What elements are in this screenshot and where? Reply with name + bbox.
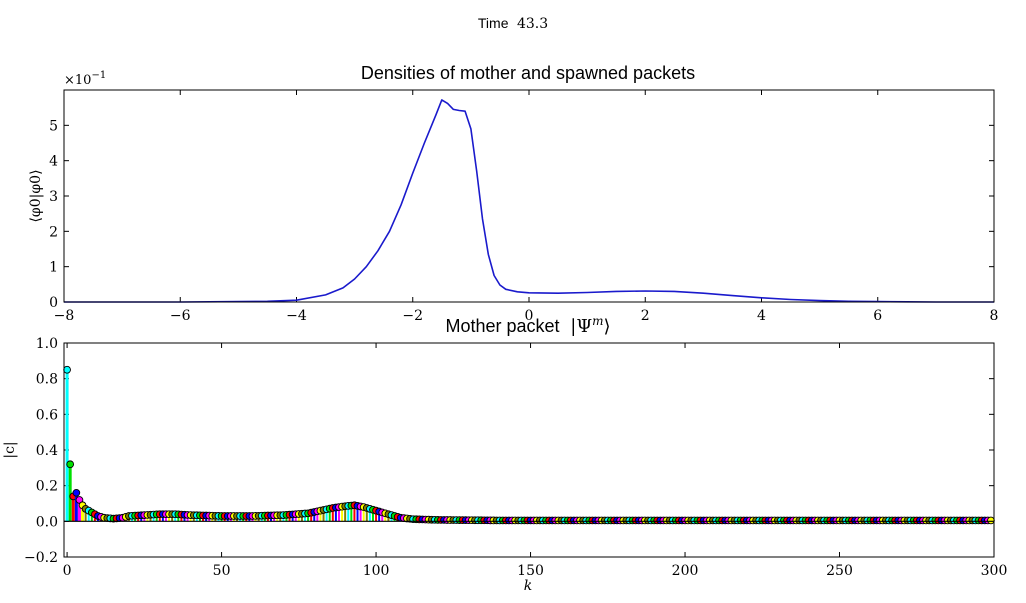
density-ytick-label: 5 bbox=[49, 118, 58, 134]
mother-packet-plot: 0 50 100 150 200 250 300 −0.2 0.0 0.2 0.4 0.6 0.8 1.0… bbox=[2, 314, 1007, 594]
density-xtick-label: −6 bbox=[170, 308, 191, 324]
density-xtick-label: 6 bbox=[873, 308, 882, 324]
coeff-xtick-label: 300 bbox=[981, 563, 1008, 579]
mother-packet-title-ket: |Ψ bbox=[570, 316, 592, 337]
multiplier-exponent: −1 bbox=[91, 70, 106, 81]
density-plot: Densities of mother and spawned packets … bbox=[28, 63, 998, 324]
density-xtick-label: −2 bbox=[402, 308, 423, 324]
coeff-xtick-label: 150 bbox=[517, 563, 544, 579]
density-xtick-label: 8 bbox=[990, 308, 999, 324]
suptitle-value: 43.3 bbox=[517, 16, 548, 32]
coeff-marker bbox=[72, 488, 81, 497]
density-xtick-label: −4 bbox=[286, 308, 307, 324]
coeff-marker bbox=[66, 460, 75, 469]
figure-suptitle: Time 43.3 bbox=[478, 15, 548, 32]
coeff-marker bbox=[63, 365, 71, 374]
density-ytick-label: 3 bbox=[49, 189, 58, 205]
density-xtick-label: −8 bbox=[54, 308, 75, 324]
density-plot-title: Densities of mother and spawned packets bbox=[361, 63, 695, 83]
mother-packet-plot-frame bbox=[63, 342, 995, 558]
coeff-ytick-label: 0.6 bbox=[36, 407, 58, 423]
coeff-ytick-label: 0.0 bbox=[36, 514, 58, 530]
coeff-ytick-label: 0.2 bbox=[36, 479, 58, 495]
coeff-marker bbox=[987, 516, 995, 525]
density-plot-frame bbox=[63, 89, 995, 303]
coeff-xtick-label: 250 bbox=[826, 563, 853, 579]
coeff-xtick-label: 200 bbox=[672, 563, 699, 579]
coeff-xtick-label: 100 bbox=[363, 563, 390, 579]
density-ytick-label: 1 bbox=[49, 260, 58, 276]
mother-packet-title: Mother packet |Ψm⟩ bbox=[445, 314, 610, 337]
multiplier-base: ×10 bbox=[64, 73, 91, 88]
density-ytick-label: 2 bbox=[49, 224, 58, 240]
coeff-ytick-label: 1.0 bbox=[36, 336, 58, 352]
coeff-ytick-label: −0.2 bbox=[24, 550, 58, 566]
density-xtick-label: 4 bbox=[757, 308, 766, 324]
coeff-xtick-label: 0 bbox=[63, 563, 72, 579]
mother-packet-ylabel: |c| bbox=[2, 441, 18, 458]
density-line bbox=[64, 99, 994, 303]
suptitle-prefix: Time bbox=[478, 15, 509, 31]
density-ytick-label: 4 bbox=[49, 154, 58, 170]
density-multiplier: ×10−1 bbox=[64, 70, 106, 88]
coeff-xtick-label: 50 bbox=[213, 563, 231, 579]
mother-packet-title-text: Mother packet bbox=[445, 316, 559, 336]
mother-packet-title-ket-close: ⟩ bbox=[604, 316, 611, 337]
density-xtick-label: 0 bbox=[525, 308, 534, 324]
density-plot-ylabel: ⟨φ0|φ0⟩ bbox=[28, 169, 44, 222]
coeff-ytick-label: 0.8 bbox=[36, 372, 58, 388]
mother-packet-title-sup: m bbox=[592, 314, 603, 328]
mother-packet-xlabel: k bbox=[524, 578, 532, 594]
density-ytick-label: 0 bbox=[49, 295, 58, 311]
density-xtick-label: 2 bbox=[641, 308, 650, 324]
coeff-ytick-label: 0.4 bbox=[36, 443, 58, 459]
